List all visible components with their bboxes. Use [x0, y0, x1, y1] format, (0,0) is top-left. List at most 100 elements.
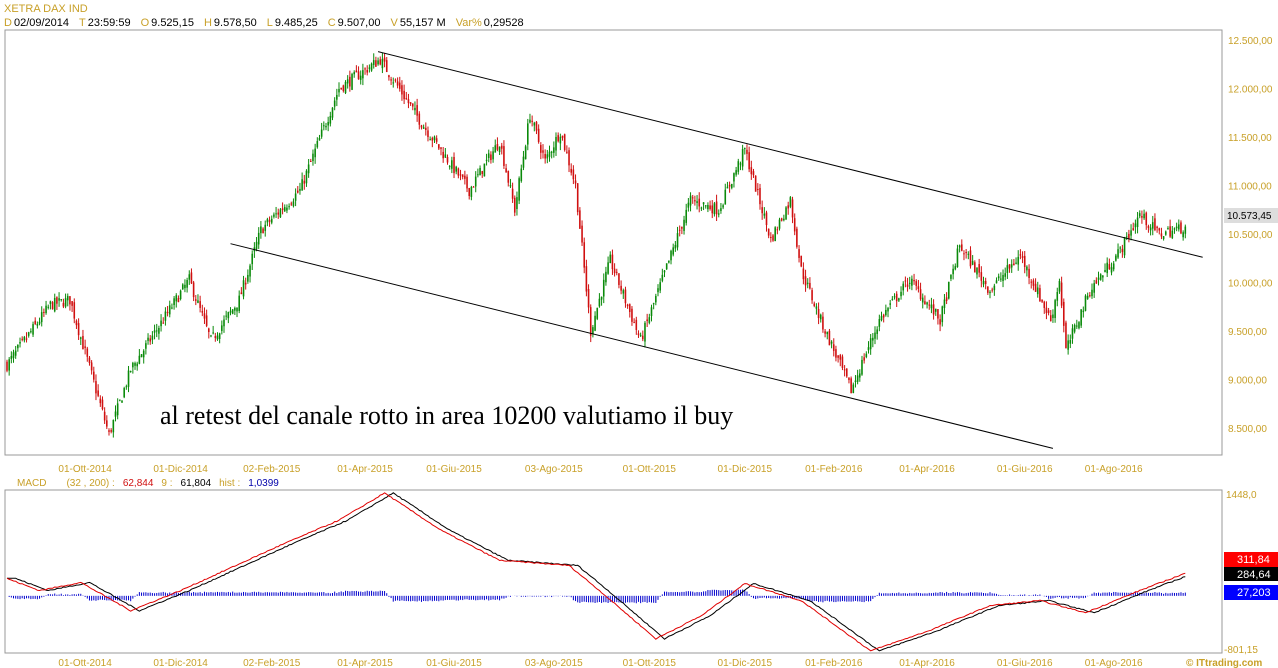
candle: [448, 165, 451, 170]
candle: [342, 84, 345, 93]
macd-badge: [1224, 552, 1278, 567]
annotation-text: al retest del canale rotto in area 10200…: [160, 401, 733, 430]
candle: [381, 52, 384, 74]
candle: [791, 196, 794, 224]
macd-name: MACD: [17, 478, 46, 489]
candle: [1086, 292, 1089, 300]
candle: [294, 188, 297, 207]
candle: [1049, 310, 1052, 322]
candle: [600, 296, 603, 306]
candle: [197, 294, 199, 304]
macd-panel[interactable]: [4, 489, 1223, 654]
candle: [1052, 309, 1054, 323]
candle: [635, 316, 638, 335]
candle: [485, 153, 488, 166]
macd-min-label: -801,15: [1224, 645, 1258, 656]
candle: [366, 65, 369, 76]
candle: [114, 405, 117, 422]
candle: [947, 281, 950, 300]
candle: [1119, 246, 1122, 254]
candle: [490, 151, 492, 164]
candle: [1097, 271, 1100, 286]
candles: [6, 52, 1187, 438]
candle: [140, 354, 143, 358]
candle: [800, 255, 803, 268]
candle: [915, 279, 918, 291]
candle: [351, 72, 353, 91]
date-tick-label: 01-Giu-2015: [426, 464, 482, 475]
candle: [602, 273, 605, 304]
candle: [208, 327, 210, 339]
candle: [357, 66, 360, 80]
candle: [939, 314, 941, 332]
candle: [845, 368, 848, 378]
candle: [900, 286, 902, 300]
price-tick-label: 12.000,00: [1228, 85, 1273, 96]
candle: [620, 280, 622, 295]
candle: [409, 102, 412, 106]
candle: [685, 203, 688, 226]
candle: [574, 174, 577, 189]
date-tick-label: 01-Apr-2016: [899, 464, 955, 475]
candle: [527, 118, 529, 151]
candle: [199, 295, 201, 313]
candle: [752, 168, 755, 178]
candle: [136, 361, 138, 371]
candle: [1164, 230, 1167, 236]
candle: [138, 349, 141, 365]
candle: [12, 349, 15, 363]
candle: [99, 395, 102, 407]
candle: [889, 299, 891, 310]
candle: [377, 57, 379, 66]
candle: [759, 183, 761, 210]
candle: [314, 143, 316, 164]
candle: [58, 292, 60, 307]
candle: [23, 335, 26, 343]
candle: [264, 220, 267, 237]
candle: [1141, 210, 1143, 224]
candle: [531, 115, 533, 127]
watermark: © ITtrading.com: [1186, 658, 1262, 668]
candle: [646, 313, 648, 327]
date-tick-label: 01-Giu-2015: [426, 658, 482, 668]
candle: [474, 171, 477, 193]
channel-lines[interactable]: [230, 51, 1203, 449]
candle: [1128, 229, 1130, 243]
candle: [1108, 258, 1111, 270]
candle: [991, 287, 993, 293]
candle: [772, 234, 774, 242]
candle: [355, 65, 358, 73]
candle: [1021, 251, 1024, 264]
candle: [789, 196, 792, 209]
candle: [364, 67, 366, 75]
candle: [974, 260, 976, 273]
candle: [761, 200, 763, 220]
price-panel[interactable]: [4, 29, 1223, 456]
candle: [435, 135, 438, 144]
candle: [1084, 294, 1087, 312]
candle: [540, 142, 542, 160]
candle: [865, 351, 868, 359]
candle: [286, 204, 288, 214]
candle: [385, 57, 388, 73]
candle: [32, 321, 34, 337]
candle: [36, 321, 39, 329]
price-tick-label: 10.500,00: [1228, 230, 1273, 241]
date-tick-label: 01-Dic-2015: [718, 658, 773, 668]
candle: [813, 301, 816, 308]
candle: [876, 326, 878, 340]
candle: [305, 169, 308, 187]
candle: [394, 78, 397, 83]
candle: [283, 204, 286, 213]
candle: [722, 203, 724, 210]
candle: [1008, 264, 1011, 273]
candle: [954, 263, 957, 271]
candle: [1123, 236, 1126, 259]
candle: [119, 399, 121, 402]
candle: [687, 198, 690, 212]
field-value: 02/09/2014: [14, 17, 69, 29]
candle: [691, 194, 694, 204]
candle: [1175, 222, 1178, 232]
candle: [1115, 253, 1117, 262]
